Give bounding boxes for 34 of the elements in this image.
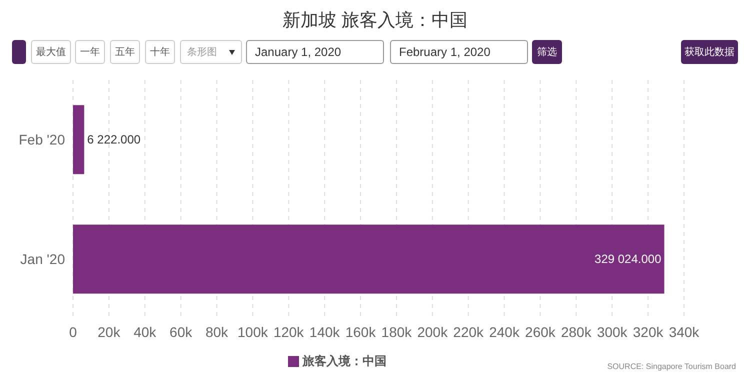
text: February 1, 2020 [390,40,528,64]
x-tick-label: 100k [238,324,269,340]
x-tick-label: 120k [273,324,305,340]
y-tick-label: Jan '20 [20,251,66,268]
y-tick-label: Feb '20 [18,132,66,148]
x-tick-label: 80k [205,324,230,340]
data-label: 329 024.000 [594,252,662,266]
text: January 1, 2020 [246,40,384,64]
data-label: 6 222.000 [87,132,141,147]
legend-label: 旅客入境：中国 [302,354,386,368]
x-tick-label: 0 [69,324,78,340]
x-tick-label: 180k [381,324,413,340]
x-tick-label: 320k [632,324,664,340]
x-tick-label: 240k [489,324,520,340]
chart-title: 新加坡 旅客入境：中国 [281,9,468,32]
text: 获取此数据 [681,40,738,64]
x-tick-label: 300k [596,324,628,340]
x-tick-label: 260k [525,324,556,340]
text: 五年 [110,40,140,64]
text: 一年 [75,40,105,64]
text: 十年 [145,40,175,64]
x-tick-label: 60k [170,324,194,340]
x-tick-label: 160k [345,324,377,340]
x-tick-label: 40k [134,324,158,340]
source-note: SOURCE: Singapore Tourism Board [607,362,736,371]
x-tick-label: 340k [668,324,700,340]
x-tick-label: 220k [453,324,485,340]
text: 筛选 [532,40,562,64]
text: 最大值 [31,40,71,64]
x-tick-label: 20k [98,324,122,340]
text: 条形图 [187,46,217,59]
x-tick-label: 280k [560,324,592,340]
x-tick-label: 140k [309,324,341,340]
x-tick-label: 200k [417,324,449,340]
